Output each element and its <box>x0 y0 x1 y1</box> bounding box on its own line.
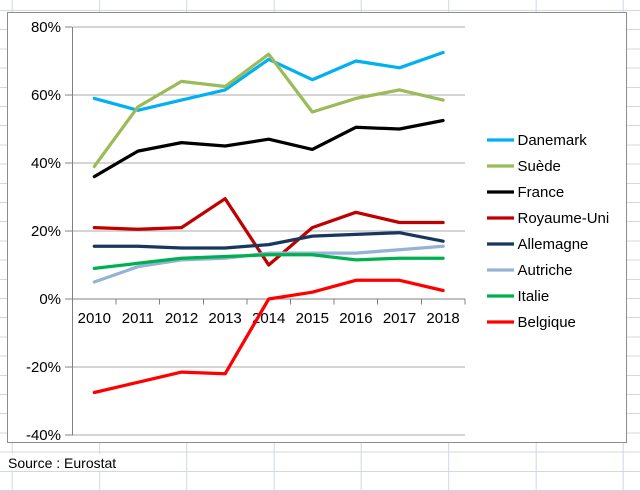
legend-label-france: France <box>518 184 565 201</box>
legend-label-autriche: Autriche <box>518 262 573 279</box>
x-axis-tick-label: 2013 <box>208 310 241 327</box>
series-line-suede[interactable] <box>92 52 445 169</box>
series-line-royaume-uni[interactable] <box>92 197 445 267</box>
series-line-autriche[interactable] <box>92 244 445 284</box>
legend-item-danemark[interactable]: Danemark <box>487 132 587 149</box>
y-axis-tick-label: 40% <box>31 155 61 172</box>
x-axis-tick-label: 2016 <box>339 310 372 327</box>
legend-item-autriche[interactable]: Autriche <box>487 262 573 279</box>
legend-label-danemark: Danemark <box>518 132 588 149</box>
x-axis-tick-label: 2018 <box>426 310 459 327</box>
y-axis-tick-label: 0% <box>39 291 61 308</box>
series-line-belgique[interactable] <box>92 278 445 395</box>
x-axis-tick-label: 2015 <box>296 310 329 327</box>
y-axis-tick-label: 80% <box>31 19 61 36</box>
series-line-france[interactable] <box>92 118 445 179</box>
legend-label-belgique: Belgique <box>518 314 576 331</box>
series-line-italie[interactable] <box>92 253 445 271</box>
legend-item-belgique[interactable]: Belgique <box>487 314 576 331</box>
chart-object[interactable]: 80% 60% 40% 20% 0% -20% -40% 2010 2011 2012 2013 20… <box>7 12 627 443</box>
legend-label-allemagne: Allemagne <box>518 236 589 253</box>
y-axis-tick-label: 20% <box>31 223 61 240</box>
legend-item-suede[interactable]: Suède <box>487 158 561 175</box>
x-axis-tick-label: 2017 <box>383 310 416 327</box>
x-axis-tick-label: 2010 <box>78 310 111 327</box>
x-axis-tick-label: 2011 <box>122 310 154 327</box>
series-line-allemagne[interactable] <box>92 231 445 250</box>
x-axis-tick-label: 2012 <box>165 310 198 327</box>
legend-label-italie: Italie <box>518 288 550 305</box>
legend-item-italie[interactable]: Italie <box>487 288 549 305</box>
legend-item-royaume-uni[interactable]: Royaume-Uni <box>487 210 609 227</box>
legend-item-allemagne[interactable]: Allemagne <box>487 236 588 253</box>
series-line-danemark[interactable] <box>92 50 445 112</box>
y-axis-tick-label: 60% <box>31 87 61 104</box>
source-cell[interactable]: Source : Eurostat <box>0 454 126 471</box>
legend: Danemark Suède France Royaume-Uni Allemagne A… <box>487 132 609 331</box>
legend-label-suede: Suède <box>518 158 561 175</box>
source-text: Source : Eurostat <box>8 454 117 471</box>
line-chart: 80% 60% 40% 20% 0% -20% -40% 2010 2011 2012 2013 20… <box>26 19 609 442</box>
legend-label-royaume-uni: Royaume-Uni <box>518 210 610 227</box>
legend-item-france[interactable]: France <box>487 184 564 201</box>
y-axis-tick-label: -40% <box>26 427 61 442</box>
y-axis-tick-label: -20% <box>26 359 61 376</box>
